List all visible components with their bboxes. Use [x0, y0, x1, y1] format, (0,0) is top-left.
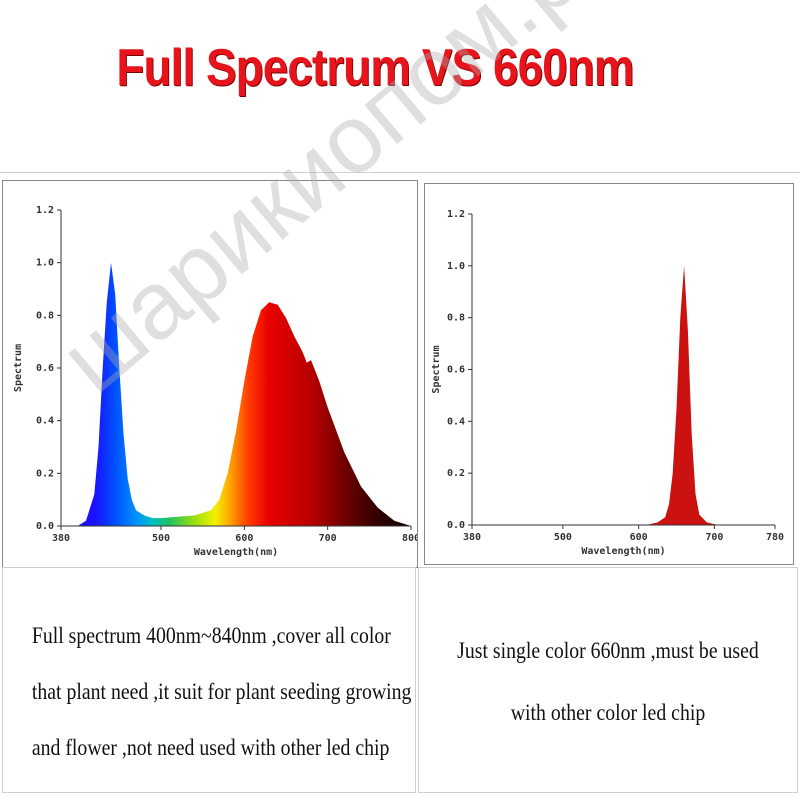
caption-line: with other color led chip — [510, 700, 706, 725]
caption-line: that plant need ,it suit for plant seedi… — [31, 679, 412, 704]
y-tick-label: 1.2 — [36, 205, 54, 216]
x-axis-label: Wavelength(nm) — [194, 547, 278, 558]
x-tick-label: 600 — [235, 533, 253, 544]
x-tick-label: 500 — [554, 532, 572, 543]
660nm-chart-panel: 0.0 0.2 0.4 0.6 0.8 1.0 1.2 380 500 600 700 780 Wave… — [424, 183, 794, 565]
y-tick-label: 1.0 — [447, 261, 465, 272]
y-tick-label: 0.4 — [447, 416, 465, 427]
full-spectrum-chart-panel: 0.0 0.2 0.4 0.6 0.8 1.0 1.2 380 500 600 700 800 Wave… — [2, 180, 418, 568]
y-tick-label: 0.4 — [36, 416, 54, 427]
x-tick-label: 380 — [52, 533, 70, 544]
full-spectrum-chart: 0.0 0.2 0.4 0.6 0.8 1.0 1.2 380 500 600 700 800 Wave… — [13, 205, 417, 558]
y-tick-label: 0.0 — [447, 520, 465, 531]
y-tick-label: 0.6 — [36, 363, 54, 374]
spectrum-area — [646, 265, 719, 525]
y-axis-label: Spectrum — [13, 344, 24, 392]
y-tick-label: 0.6 — [447, 365, 465, 376]
x-tick-label: 780 — [766, 532, 784, 543]
full-spectrum-caption: Full spectrum 400nm~840nm ,cover all col… — [2, 567, 416, 793]
y-tick-label: 0.8 — [36, 310, 54, 321]
x-axis-label: Wavelength(nm) — [581, 546, 665, 557]
caption-line: and flower ,not need used with other led… — [31, 735, 390, 760]
spectrum-area — [77, 262, 412, 526]
y-tick-label: 0.2 — [36, 468, 54, 479]
x-tick-label: 380 — [463, 532, 481, 543]
x-tick-label: 800 — [402, 533, 417, 544]
x-tick-label: 500 — [152, 533, 170, 544]
660nm-chart: 0.0 0.2 0.4 0.6 0.8 1.0 1.2 380 500 600 700 780 Wave… — [431, 209, 784, 557]
caption-line: Full spectrum 400nm~840nm ,cover all col… — [31, 623, 391, 648]
y-tick-label: 1.0 — [36, 258, 54, 269]
x-tick-label: 700 — [705, 532, 723, 543]
660nm-caption: Just single color 660nm ,must be used wi… — [418, 567, 798, 793]
y-tick-label: 1.2 — [447, 209, 465, 220]
y-axis-label: Spectrum — [431, 345, 442, 393]
page-title: Full Spectrum VS 660nm — [116, 39, 634, 97]
y-tick-label: 0.8 — [447, 313, 465, 324]
y-tick-label: 0.2 — [447, 468, 465, 479]
x-tick-label: 600 — [630, 532, 648, 543]
y-tick-label: 0.0 — [36, 521, 54, 532]
caption-line: Just single color 660nm ,must be used — [457, 638, 759, 663]
x-tick-label: 700 — [319, 533, 337, 544]
divider-top — [0, 172, 800, 173]
